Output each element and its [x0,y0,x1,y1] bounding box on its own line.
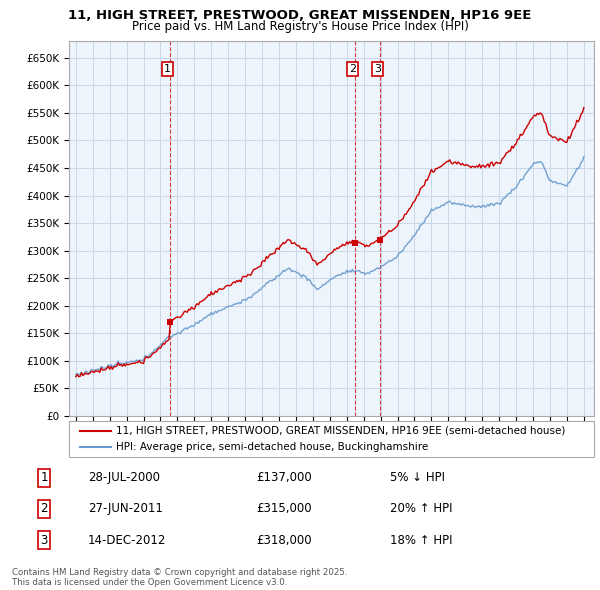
Text: Contains HM Land Registry data © Crown copyright and database right 2025.
This d: Contains HM Land Registry data © Crown c… [12,568,347,587]
Text: £137,000: £137,000 [256,471,312,484]
Text: 11, HIGH STREET, PRESTWOOD, GREAT MISSENDEN, HP16 9EE: 11, HIGH STREET, PRESTWOOD, GREAT MISSEN… [68,9,532,22]
Text: 2: 2 [349,64,356,74]
Text: £318,000: £318,000 [256,533,312,546]
Text: 2: 2 [40,502,48,516]
Text: 27-JUN-2011: 27-JUN-2011 [88,502,163,516]
Text: 18% ↑ HPI: 18% ↑ HPI [391,533,453,546]
FancyBboxPatch shape [69,421,594,457]
Text: 3: 3 [40,533,47,546]
Text: 20% ↑ HPI: 20% ↑ HPI [391,502,453,516]
Text: 1: 1 [164,64,171,74]
Text: 14-DEC-2012: 14-DEC-2012 [88,533,166,546]
Text: 1: 1 [40,471,48,484]
Text: 3: 3 [374,64,381,74]
Text: Price paid vs. HM Land Registry's House Price Index (HPI): Price paid vs. HM Land Registry's House … [131,20,469,33]
Text: 5% ↓ HPI: 5% ↓ HPI [391,471,445,484]
Text: 11, HIGH STREET, PRESTWOOD, GREAT MISSENDEN, HP16 9EE (semi-detached house): 11, HIGH STREET, PRESTWOOD, GREAT MISSEN… [116,426,566,436]
Text: 28-JUL-2000: 28-JUL-2000 [88,471,160,484]
Text: HPI: Average price, semi-detached house, Buckinghamshire: HPI: Average price, semi-detached house,… [116,442,428,452]
Text: £315,000: £315,000 [256,502,312,516]
